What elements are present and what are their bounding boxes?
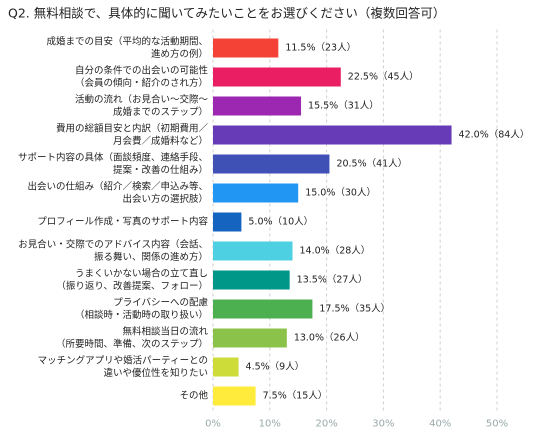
y-tick-label: 提案・改善の仕組み）: [113, 164, 208, 176]
bar: [213, 299, 313, 319]
y-tick-label: 月会費／成婚料など）: [113, 135, 208, 147]
y-tick-label: （会員の傾向・紹介のされ方）: [75, 77, 208, 89]
bar: [213, 270, 290, 290]
x-tick-label: 30%: [372, 419, 394, 430]
bar: [213, 212, 242, 232]
value-label: 14.0%（28人）: [300, 245, 371, 257]
y-tick-label: （振り返り、改善提案、フォロー）: [56, 280, 208, 292]
value-label: 42.0%（84人）: [459, 129, 530, 141]
value-label: 22.5%（45人）: [348, 71, 419, 83]
value-label: 11.5%（23人）: [285, 42, 356, 54]
value-label: 13.0%（26人）: [294, 332, 365, 344]
x-tick-label: 0%: [205, 419, 221, 430]
y-tick-label: 成婚までのステップ）: [113, 106, 208, 118]
bar: [213, 357, 239, 377]
y-tick-label: サポート内容の具体（面談頻度、連絡手段、: [18, 151, 208, 163]
y-tick-label: お見合い・交際でのアドバイス内容（会話、: [18, 238, 208, 250]
x-tick-label: 50%: [486, 419, 508, 430]
y-tick-label: （所要時間、準備、次のステップ）: [56, 338, 208, 350]
y-tick-label: 成婚までの目安（平均的な活動期間、: [46, 35, 208, 47]
y-tick-label: 自分の条件での出会いの可能性: [75, 64, 209, 76]
y-tick-label: プロフィール作成・写真のサポート内容: [37, 216, 208, 228]
y-tick-label: 活動の流れ（お見合い～交際～: [75, 93, 209, 105]
y-tick-label: 出会い方の選択肢）: [122, 193, 208, 205]
bar: [213, 183, 299, 203]
y-tick-label: その他: [179, 390, 208, 402]
y-tick-label: （相談時・活動時の取り扱い）: [75, 309, 208, 321]
y-tick-label: プライバシーへの配慮: [113, 296, 208, 308]
y-tick-label: 違いや優位性を知りたい: [103, 367, 208, 379]
x-tick-label: 10%: [259, 419, 281, 430]
y-tick-label: うまくいかない場合の立て直し: [75, 267, 208, 279]
value-label: 20.5%（41人）: [336, 158, 407, 170]
value-label: 15.5%（31人）: [308, 100, 379, 112]
value-label: 7.5%（15人）: [263, 390, 328, 402]
bar: [213, 154, 330, 174]
value-label: 15.0%（30人）: [305, 187, 376, 199]
y-tick-label: 振る舞い、関係の進め方）: [94, 251, 208, 263]
value-label: 4.5%（9人）: [246, 361, 305, 373]
bar: [213, 96, 302, 116]
bar: [213, 67, 341, 87]
bar: [213, 328, 287, 348]
y-tick-label: 費用の総額目安と内訳（初期費用／: [56, 122, 209, 134]
bar: [213, 38, 279, 58]
y-tick-label: マッチングアプリや婚活パーティーとの: [38, 354, 208, 366]
bar: [213, 386, 256, 406]
value-label: 13.5%（27人）: [297, 274, 368, 286]
chart-title: Q2. 無料相談で、具体的に聞いてみたいことをお選びください（複数回答可）: [8, 6, 445, 21]
y-tick-label: 進め方の例）: [151, 48, 208, 60]
value-label: 17.5%（35人）: [319, 303, 390, 315]
y-tick-label: 無料相談当日の流れ: [122, 325, 208, 337]
y-tick-label: 出会いの仕組み（紹介／検索／申込み等、: [27, 180, 208, 192]
bar: [213, 125, 452, 145]
x-tick-label: 20%: [315, 419, 337, 430]
bar: [213, 241, 293, 261]
value-label: 5.0%（10人）: [248, 216, 313, 228]
x-tick-label: 40%: [429, 419, 451, 430]
